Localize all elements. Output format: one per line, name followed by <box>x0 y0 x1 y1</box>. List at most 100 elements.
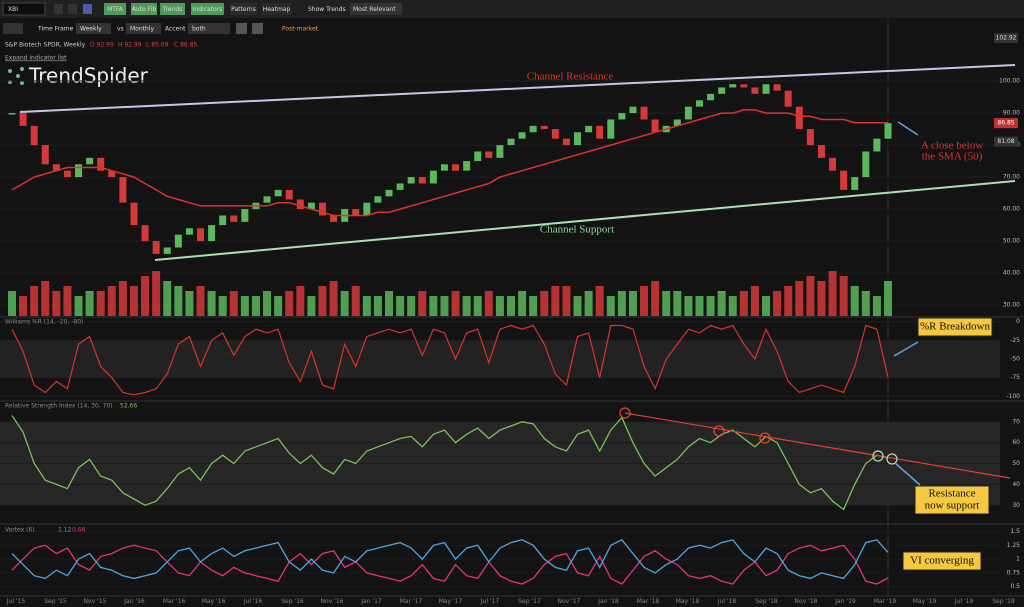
price-tag-label: 86.85 <box>997 120 1014 127</box>
candle <box>695 100 703 107</box>
candle <box>585 125 593 133</box>
volume-bar <box>850 286 859 316</box>
toolbar-button-label: Auto Fib <box>132 6 157 13</box>
annotation: Channel Resistance <box>527 71 614 83</box>
candle <box>540 125 548 130</box>
volume-bar <box>240 296 249 316</box>
volume-bar <box>85 291 94 316</box>
vortex-plus-line <box>11 538 889 580</box>
channel-support-line <box>154 180 1016 261</box>
candle <box>230 215 238 222</box>
volume-bar <box>884 281 892 316</box>
volume-bar <box>285 291 294 316</box>
symbol-box[interactable] <box>2 2 46 16</box>
time-frame: Weekly <box>80 26 102 33</box>
y-tick-label: 1 <box>1016 556 1020 563</box>
volume-bar <box>773 291 782 316</box>
volume-bar <box>828 271 837 316</box>
candle <box>829 157 837 171</box>
icon[interactable] <box>236 23 247 34</box>
volume-bar <box>451 291 460 316</box>
volume-bar <box>595 286 604 316</box>
candle <box>707 93 715 101</box>
x-tick-label: Sep '18 <box>755 598 778 605</box>
volume-bar <box>307 296 316 316</box>
icon[interactable] <box>3 23 23 34</box>
y-tick-label: 60.00 <box>1003 206 1020 213</box>
volume-bar <box>19 296 28 316</box>
y-tick-label: 30 <box>1012 502 1020 509</box>
y-tick-label: 30.00 <box>1003 302 1020 309</box>
y-tick-label: 50 <box>1012 460 1020 467</box>
toolbar-button[interactable] <box>104 3 126 15</box>
volume-bar <box>628 291 637 316</box>
arrow <box>897 121 919 136</box>
x-tick-label: Nov '17 <box>558 598 581 605</box>
volume-bar <box>473 296 482 316</box>
y-tick-label: 70.00 <box>1003 174 1020 181</box>
candle <box>840 170 848 190</box>
note-box <box>902 551 982 571</box>
toolbar-button[interactable] <box>262 3 291 15</box>
annotation: the SMA (50) <box>922 151 983 163</box>
y-tick-label: 60 <box>1012 439 1020 446</box>
accent-dropdown[interactable] <box>188 23 230 34</box>
candle <box>607 119 615 139</box>
x-tick-label: May '16 <box>202 598 226 605</box>
expand-link[interactable]: Expand indicator list <box>5 55 67 62</box>
compare-dropdown[interactable] <box>126 23 161 34</box>
x-tick-label: Sep '17 <box>518 598 541 605</box>
x-tick-label: Jan '18 <box>597 598 619 605</box>
symbol: XBI <box>8 6 18 13</box>
candle <box>773 84 781 91</box>
volume-bar <box>562 286 571 316</box>
candle <box>119 177 127 203</box>
icon[interactable] <box>54 4 63 14</box>
y-tick-label: 0.5 <box>1010 583 1020 590</box>
candle <box>185 228 193 235</box>
candle <box>806 129 814 146</box>
volume-bar <box>251 296 260 316</box>
price-tag <box>994 136 1018 147</box>
candle <box>385 189 393 197</box>
x-tick-label: Jan '19 <box>834 598 856 605</box>
candle <box>63 170 71 178</box>
sort-dropdown[interactable] <box>350 3 402 15</box>
y-tick-label: 90.00 <box>1003 110 1020 117</box>
circle <box>759 432 771 444</box>
candle <box>518 132 526 139</box>
volume-bar <box>529 296 538 316</box>
toolbar-button[interactable] <box>160 3 185 15</box>
candle <box>330 215 338 222</box>
candle <box>673 119 681 126</box>
candle <box>440 164 448 171</box>
y-tick-label: 70 <box>1012 418 1020 425</box>
candle <box>274 189 282 197</box>
icon[interactable] <box>68 4 77 14</box>
volume-bar <box>141 276 150 316</box>
candle <box>507 138 515 146</box>
volume-bar <box>41 281 50 316</box>
time-frame-dropdown[interactable] <box>76 23 111 34</box>
x-tick-label: Nov '18 <box>795 598 818 605</box>
volume-bar <box>518 291 527 316</box>
candle <box>651 119 659 133</box>
toolbar-button[interactable] <box>191 3 224 15</box>
volume-bar <box>329 281 338 316</box>
candle <box>141 225 149 242</box>
icon[interactable] <box>83 4 92 14</box>
candle <box>152 241 160 254</box>
volume-bar <box>861 291 870 316</box>
toolbar-button[interactable] <box>131 3 157 15</box>
volume-bar <box>728 296 737 316</box>
volume-bar <box>63 286 72 316</box>
show-trends-button[interactable] <box>304 3 348 15</box>
toolbar-button[interactable] <box>230 3 257 15</box>
ohlc: O 92.99 <box>90 42 114 49</box>
icon[interactable] <box>252 23 263 34</box>
time-frame-label: Time Frame <box>37 26 74 33</box>
candle <box>718 87 726 94</box>
y-tick-label: 40.00 <box>1003 270 1020 277</box>
volume-bar <box>806 276 815 316</box>
annotation: %R Breakdown <box>920 321 990 333</box>
